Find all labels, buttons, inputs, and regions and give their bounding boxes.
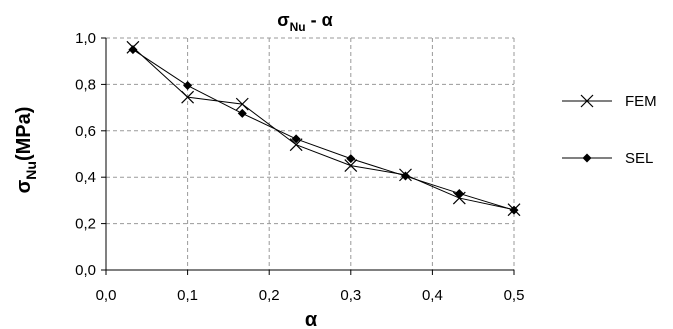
legend-marker-sel [582,153,592,163]
data-point-sel [509,205,519,215]
y-axis-label: σNu(MPa) [13,107,39,194]
chart-title-rest: - α [306,10,333,30]
series-line-sel [132,49,515,211]
x-axis-label: α [305,309,318,329]
data-point-sel [291,134,301,144]
chart-title: σNu - α [277,10,332,34]
data-point-sel [237,108,247,118]
y-tick-label: 0,6 [75,123,96,140]
legend: FEM SEL [562,93,657,167]
legend-marker-fem [580,94,594,108]
grid [106,37,515,270]
legend-entry-fem: FEM [562,93,657,110]
legend-label-fem: FEM [625,93,657,110]
data-point-fem [181,90,195,104]
data-point-fem [344,159,358,173]
data-point-sel [454,188,464,198]
data-point-fem [452,191,466,205]
y-axis-label-main: σ [13,179,35,193]
x-tick-label: 0,3 [340,287,361,304]
series-line-fem [132,46,515,211]
y-tick-label: 1,0 [75,30,96,47]
tick-labels: 0,0 0,2 0,4 0,6 0,8 1,0 0,0 0,1 0,2 0,3 0,4 0,5 [75,30,524,304]
data-point-sel [183,81,193,91]
x-tick-label: 0,4 [422,287,443,304]
series-layer [126,40,521,217]
chart-title-sub: Nu [290,20,306,34]
y-tick-label: 0,2 [75,216,96,233]
x-tick-label: 0,0 [96,287,117,304]
x-tick-label: 0,1 [177,287,198,304]
legend-label-sel: SEL [625,150,653,167]
x-tick-label: 0,5 [504,287,525,304]
data-point-sel [128,45,138,55]
x-tick-label: 0,2 [259,287,280,304]
y-tick-label: 0,8 [75,76,96,93]
y-tick-label: 0,4 [75,169,96,186]
y-axis-label-rest: (MPa) [13,107,35,161]
data-point-fem [235,97,249,111]
data-point-sel [346,154,356,164]
axes [101,37,515,275]
chart-title-main: σ [277,10,289,30]
y-tick-label: 0,0 [75,262,96,279]
y-axis-label-sub: Nu [23,161,39,180]
legend-entry-sel: SEL [562,150,653,167]
data-point-sel [400,171,410,181]
